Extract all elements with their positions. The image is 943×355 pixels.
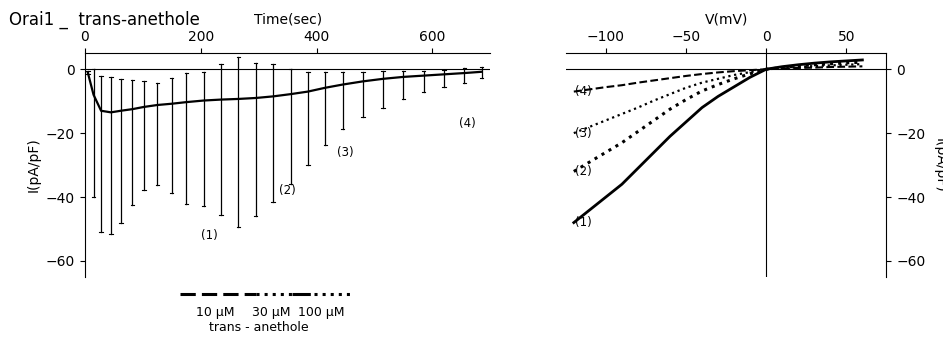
Text: (4): (4): [575, 85, 592, 98]
Y-axis label: I(pA/pF): I(pA/pF): [26, 138, 41, 192]
X-axis label: Time(sec): Time(sec): [254, 13, 322, 27]
Text: Orai1 _  trans-anethole: Orai1 _ trans-anethole: [9, 11, 200, 29]
Text: trans - anethole: trans - anethole: [208, 321, 308, 334]
Text: 100 μM: 100 μM: [298, 306, 344, 320]
Y-axis label: I(pA/pF): I(pA/pF): [933, 138, 943, 192]
Text: (4): (4): [458, 117, 475, 130]
Text: (2): (2): [279, 184, 296, 197]
Text: (1): (1): [201, 229, 218, 242]
Text: (3): (3): [337, 146, 354, 159]
Text: (2): (2): [575, 165, 592, 178]
Text: (1): (1): [575, 216, 592, 229]
X-axis label: V(mV): V(mV): [704, 13, 748, 27]
Text: (3): (3): [575, 127, 592, 140]
Text: 10 μM: 10 μM: [196, 306, 235, 320]
Text: 30 μM: 30 μM: [252, 306, 290, 320]
